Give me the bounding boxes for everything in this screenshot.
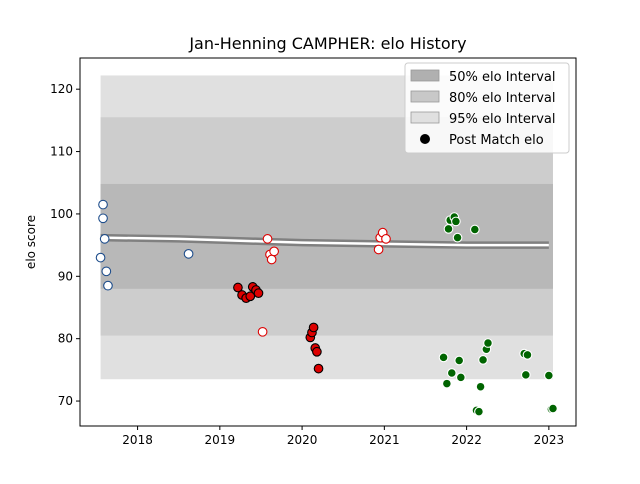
match-point — [98, 213, 108, 224]
match-point — [183, 249, 194, 259]
y-axis-label: elo score — [24, 215, 38, 269]
rating-mean-line — [100, 236, 549, 247]
match-point — [520, 370, 531, 380]
legend-swatch — [410, 69, 440, 82]
x-tick-label: 2021 — [369, 433, 400, 447]
post-match-points — [95, 199, 558, 417]
match-point — [442, 378, 452, 389]
y-tick-label: 120 — [50, 82, 73, 96]
legend-box — [404, 62, 570, 154]
x-tick-label: 2022 — [451, 433, 482, 447]
legend-marker — [420, 134, 430, 144]
match-point — [455, 372, 466, 383]
y-tick-label: 110 — [50, 145, 73, 159]
match-point — [469, 224, 480, 235]
chart-title: Jan-Henning CAMPHER: elo History — [188, 34, 466, 53]
match-point — [373, 244, 384, 255]
y-tick-label: 80 — [58, 332, 73, 346]
match-point — [313, 363, 324, 374]
match-point — [262, 234, 273, 244]
plot-frame — [79, 57, 577, 427]
match-point — [454, 355, 465, 366]
match-point — [438, 352, 449, 363]
legend-label: 80% elo Interval — [449, 91, 556, 106]
y-tick-label: 100 — [50, 207, 73, 221]
match-point — [446, 368, 457, 378]
match-point — [475, 381, 486, 392]
axes: 2018 2019 2020 2021 2022 2023 70 80 90 100 110 120 — [50, 57, 577, 447]
match-point — [548, 403, 558, 414]
legend-label: Post Match elo — [449, 133, 544, 148]
match-point — [308, 322, 319, 333]
x-tick-label: 2018 — [122, 433, 153, 447]
match-point — [443, 224, 454, 234]
match-point — [253, 288, 264, 298]
match-point — [98, 199, 108, 210]
legend-swatch — [410, 90, 440, 103]
match-point — [257, 326, 268, 337]
match-point — [478, 355, 488, 365]
x-tick-label: 2023 — [534, 433, 565, 447]
match-point — [474, 406, 484, 417]
legend: 50% elo Interval 80% elo Interval 95% elo … — [404, 62, 570, 154]
y-tick-label: 70 — [58, 394, 73, 408]
match-point — [233, 282, 243, 293]
rating-line — [100, 233, 549, 249]
match-point — [381, 234, 391, 244]
legend-swatch — [410, 111, 440, 124]
match-point — [522, 350, 533, 360]
match-point — [245, 291, 256, 302]
y-tick-label: 90 — [58, 269, 73, 283]
match-point — [99, 234, 110, 244]
match-point — [269, 246, 279, 257]
match-point — [266, 254, 277, 265]
match-point — [544, 370, 554, 381]
match-point — [483, 338, 493, 348]
match-point — [451, 216, 461, 227]
legend-label: 95% elo Interval — [449, 112, 556, 127]
legend-label: 50% elo Interval — [449, 70, 556, 85]
match-point — [103, 280, 113, 291]
x-tick-label: 2019 — [205, 433, 236, 447]
match-point — [312, 346, 322, 357]
match-point — [452, 232, 463, 243]
x-tick-label: 2020 — [287, 433, 318, 447]
match-point — [95, 252, 106, 263]
match-point — [101, 266, 112, 277]
